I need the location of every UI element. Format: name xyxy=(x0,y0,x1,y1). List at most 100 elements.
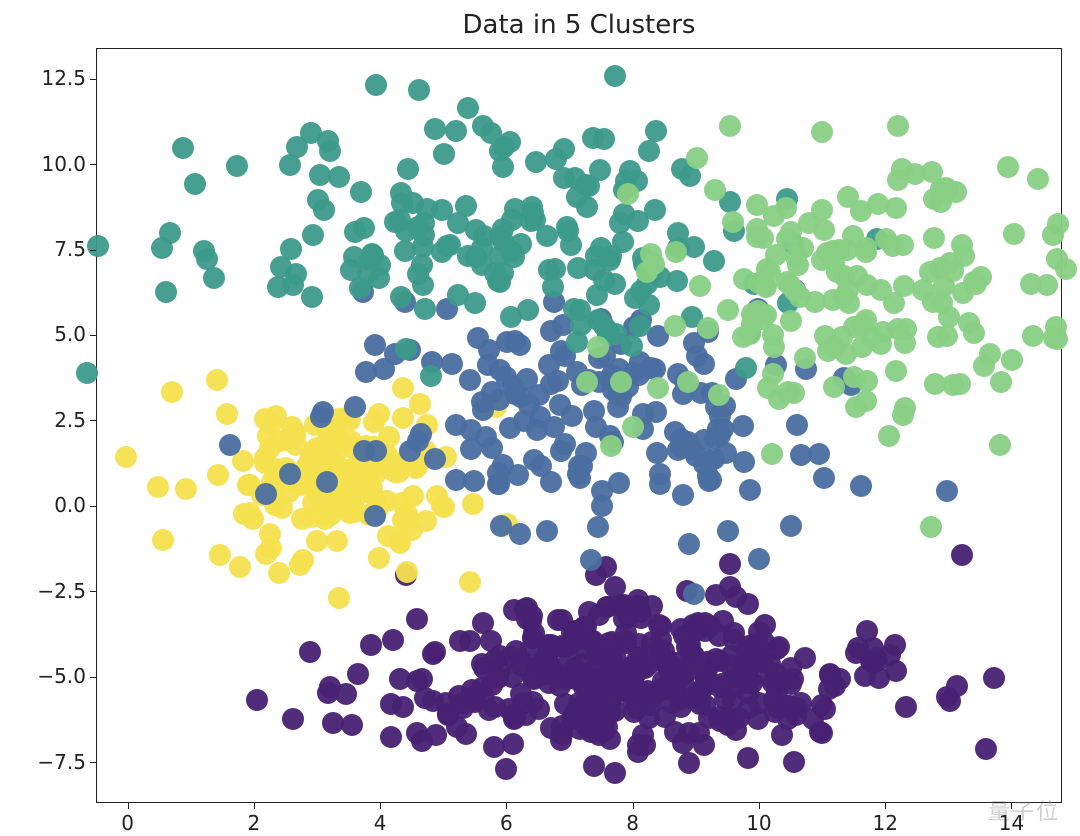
scatter-point xyxy=(811,199,833,221)
scatter-point xyxy=(1055,258,1077,280)
x-tick-mark xyxy=(380,803,381,809)
scatter-point xyxy=(459,571,481,593)
scatter-point xyxy=(569,467,591,489)
scatter-point xyxy=(350,181,372,203)
x-tick-label: 4 xyxy=(360,811,400,835)
scatter-point xyxy=(364,334,386,356)
x-tick-mark xyxy=(885,803,886,809)
scatter-point xyxy=(732,415,754,437)
scatter-point xyxy=(678,752,700,774)
scatter-point xyxy=(593,128,615,150)
chart-title: Data in 5 Clusters xyxy=(96,10,1062,40)
scatter-point xyxy=(299,449,321,471)
scatter-point xyxy=(936,480,958,502)
scatter-point xyxy=(307,189,329,211)
scatter-point xyxy=(319,676,341,698)
scatter-point xyxy=(397,158,419,180)
scatter-point xyxy=(510,233,532,255)
scatter-point xyxy=(997,156,1019,178)
scatter-point xyxy=(484,262,506,284)
y-tick-mark xyxy=(90,250,96,251)
scatter-point xyxy=(686,147,708,169)
x-tick-mark xyxy=(759,803,760,809)
scatter-point xyxy=(459,369,481,391)
scatter-point xyxy=(441,353,463,375)
scatter-point xyxy=(677,371,699,393)
scatter-point xyxy=(463,470,485,492)
scatter-point xyxy=(406,608,428,630)
scatter-point xyxy=(634,734,656,756)
scatter-point xyxy=(364,463,386,485)
scatter-point xyxy=(445,414,467,436)
scatter-point xyxy=(353,217,375,239)
scatter-point xyxy=(420,365,442,387)
scatter-point xyxy=(503,708,525,730)
scatter-point xyxy=(885,660,907,682)
scatter-point xyxy=(364,505,386,527)
scatter-point xyxy=(411,254,433,276)
scatter-point xyxy=(326,530,348,552)
scatter-point xyxy=(600,435,622,457)
scatter-point xyxy=(299,641,321,663)
scatter-point xyxy=(216,403,238,425)
scatter-point xyxy=(260,537,282,559)
scatter-point xyxy=(719,115,741,137)
x-tick-mark xyxy=(506,803,507,809)
x-tick-label: 10 xyxy=(739,811,779,835)
scatter-point xyxy=(723,622,745,644)
scatter-point xyxy=(814,698,836,720)
scatter-point xyxy=(990,371,1012,393)
scatter-point xyxy=(808,443,830,465)
scatter-point xyxy=(752,227,774,249)
y-tick-label: 0.0 xyxy=(54,493,86,517)
scatter-point xyxy=(607,396,629,418)
scatter-point xyxy=(459,630,481,652)
scatter-point xyxy=(525,151,547,173)
scatter-point xyxy=(919,261,941,283)
scatter-point xyxy=(780,310,802,332)
scatter-point xyxy=(672,484,694,506)
scatter-point xyxy=(945,181,967,203)
scatter-point xyxy=(747,708,769,730)
scatter-point xyxy=(811,722,833,744)
scatter-point xyxy=(938,306,960,328)
scatter-point xyxy=(768,636,790,658)
scatter-point xyxy=(703,250,725,272)
scatter-point xyxy=(433,496,455,518)
y-tick-mark xyxy=(90,164,96,165)
y-tick-mark xyxy=(90,79,96,80)
scatter-point xyxy=(460,438,482,460)
scatter-point xyxy=(885,360,907,382)
scatter-point xyxy=(739,479,761,501)
scatter-point xyxy=(115,446,137,468)
scatter-point xyxy=(279,154,301,176)
scatter-point xyxy=(309,164,331,186)
scatter-point xyxy=(406,670,428,692)
scatter-point xyxy=(509,523,531,545)
scatter-point xyxy=(719,553,741,575)
scatter-point xyxy=(431,241,453,263)
y-tick-label: 7.5 xyxy=(54,237,86,261)
y-tick-mark xyxy=(90,762,96,763)
scatter-point xyxy=(587,336,609,358)
scatter-point xyxy=(431,199,453,221)
scatter-point xyxy=(566,186,588,208)
scatter-point xyxy=(776,228,798,250)
scatter-point xyxy=(952,282,974,304)
scatter-point xyxy=(282,708,304,730)
scatter-point xyxy=(585,416,607,438)
scatter-point xyxy=(209,544,231,566)
scatter-point xyxy=(516,608,538,630)
scatter-point xyxy=(246,689,268,711)
scatter-point xyxy=(368,547,390,569)
scatter-point xyxy=(401,519,423,541)
scatter-point xyxy=(591,480,613,502)
scatter-point xyxy=(536,520,558,542)
scatter-point xyxy=(831,326,853,348)
scatter-point xyxy=(811,121,833,143)
scatter-point xyxy=(904,163,926,185)
scatter-point xyxy=(780,515,802,537)
scatter-point xyxy=(335,481,357,503)
y-tick-mark xyxy=(90,591,96,592)
scatter-point xyxy=(646,442,668,464)
